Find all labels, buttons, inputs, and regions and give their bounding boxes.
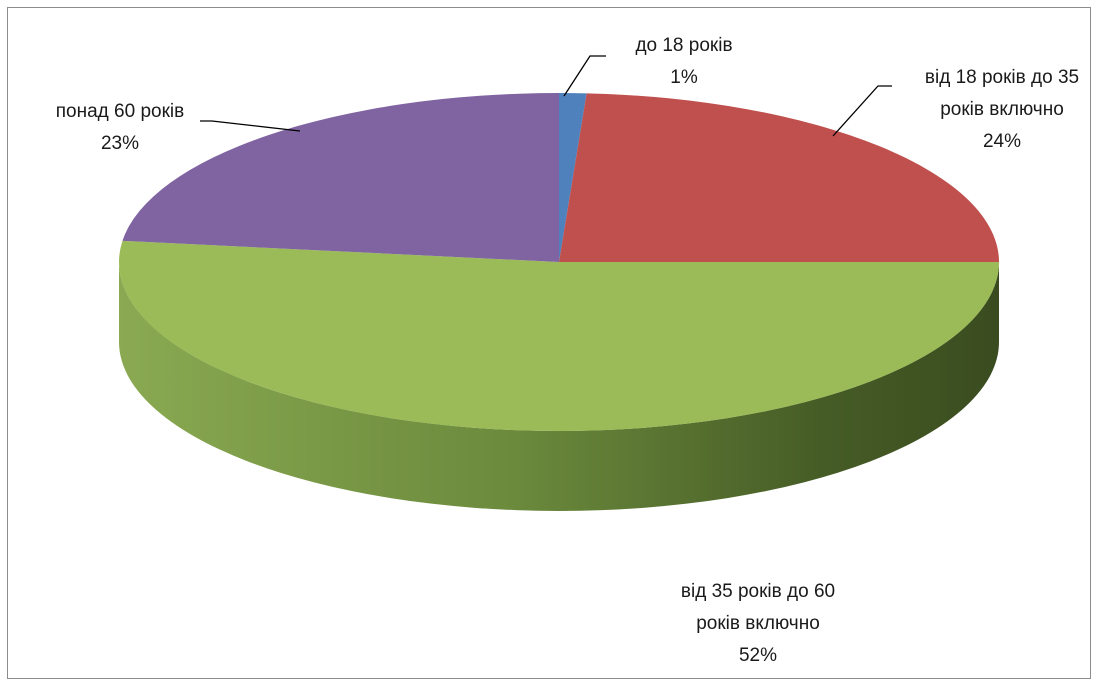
slice-label-2: років включно: [696, 613, 820, 634]
leader-line-1: [832, 85, 892, 137]
pie-slices: [118, 93, 1000, 432]
slice-2: [118, 240, 1000, 432]
slice-value-label-0: 1%: [670, 67, 698, 88]
slice-label-3: понад 60 років: [56, 101, 184, 122]
slice-label-2: від 35 років до 60: [681, 581, 835, 602]
slice-value-label-1: 24%: [983, 131, 1021, 152]
slice-value-label-3: 23%: [101, 133, 139, 154]
leader-lines: [200, 55, 892, 137]
slice-side-2: [119, 262, 999, 511]
pie-3d-side: [119, 262, 999, 511]
leader-line-3: [200, 120, 301, 132]
slice-value-label-2: 52%: [739, 645, 777, 666]
slice-label-1: років включно: [940, 99, 1064, 120]
slice-label-1: від 18 років до 35: [925, 67, 1079, 88]
slice-labels: до 18 років 1% від 18 років до 35 років вкл…: [56, 35, 1079, 666]
slice-label-0: до 18 років: [635, 35, 732, 56]
slice-1: [559, 93, 999, 262]
leader-line-0: [563, 55, 606, 97]
slice-0: [559, 93, 587, 262]
slice-3: [122, 93, 559, 262]
